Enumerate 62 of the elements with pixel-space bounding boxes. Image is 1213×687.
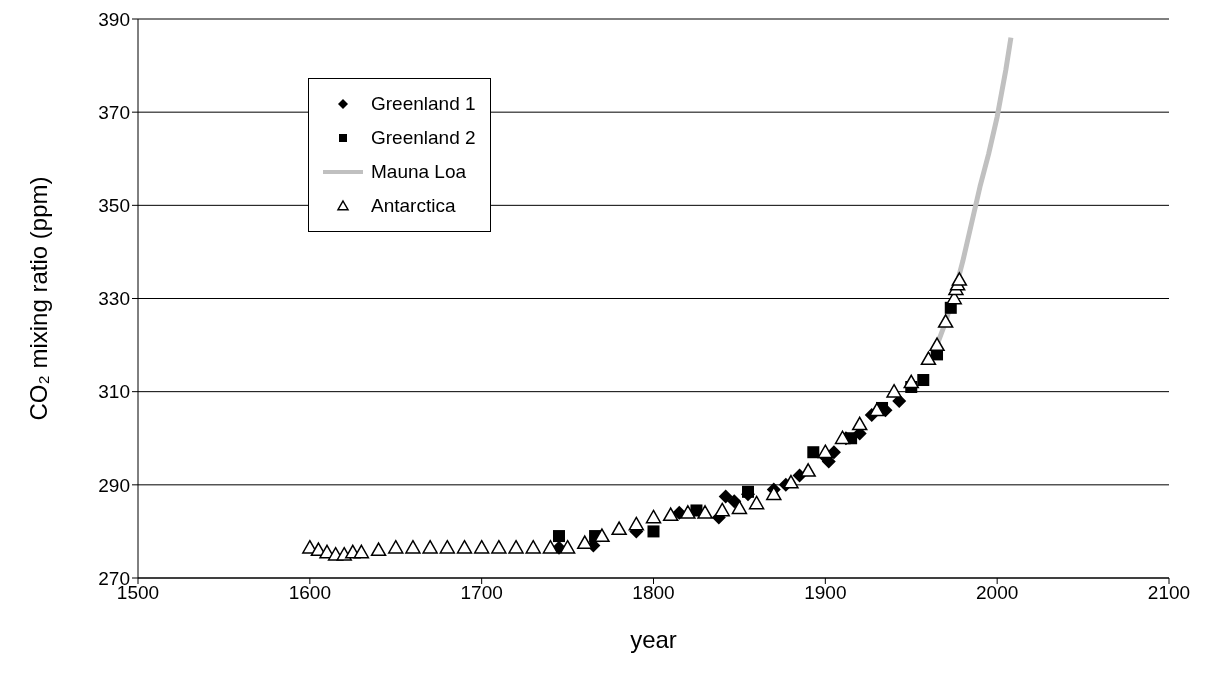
x-tick-label: 2000 bbox=[976, 582, 1019, 604]
point bbox=[748, 495, 765, 510]
point bbox=[491, 539, 507, 554]
point bbox=[647, 525, 660, 538]
legend-label: Antarctica bbox=[371, 195, 456, 217]
point bbox=[917, 374, 930, 387]
point bbox=[951, 272, 968, 286]
point bbox=[727, 494, 742, 509]
y-tick-label: 390 bbox=[98, 8, 130, 30]
y-axis-title: CO₂ mixing ratio (ppm) bbox=[24, 176, 52, 421]
x-tick-label: 1900 bbox=[804, 582, 847, 604]
point bbox=[807, 446, 820, 459]
legend-label: Greenland 2 bbox=[371, 127, 476, 149]
point bbox=[817, 444, 834, 459]
point bbox=[742, 485, 755, 498]
point bbox=[577, 535, 593, 550]
x-tick-label: 1700 bbox=[460, 582, 503, 604]
point bbox=[766, 486, 782, 501]
x-tick-label: 1800 bbox=[632, 582, 675, 604]
point bbox=[542, 539, 559, 554]
point bbox=[869, 402, 885, 417]
point bbox=[508, 539, 524, 554]
point bbox=[731, 500, 748, 515]
point bbox=[886, 383, 902, 398]
point bbox=[525, 539, 541, 554]
point bbox=[645, 509, 662, 524]
point bbox=[559, 539, 576, 554]
x-axis-title: year bbox=[630, 626, 677, 653]
point bbox=[929, 337, 945, 352]
point bbox=[628, 516, 645, 531]
x-tick-label: 1600 bbox=[288, 582, 331, 604]
point bbox=[834, 430, 851, 445]
point bbox=[611, 521, 627, 536]
point bbox=[718, 489, 733, 504]
point bbox=[680, 505, 696, 519]
point bbox=[903, 374, 919, 389]
point bbox=[456, 539, 473, 554]
y-tick-label: 370 bbox=[98, 101, 130, 123]
legend-label: Greenland 1 bbox=[371, 93, 476, 115]
point bbox=[800, 463, 816, 477]
legend-label: Mauna Loa bbox=[371, 161, 467, 183]
point bbox=[422, 539, 438, 554]
point bbox=[388, 539, 404, 554]
point bbox=[439, 539, 456, 554]
point bbox=[851, 416, 868, 431]
y-tick-label: 310 bbox=[98, 381, 130, 403]
point bbox=[552, 530, 565, 543]
point bbox=[353, 544, 370, 559]
point bbox=[920, 351, 937, 366]
y-tick-label: 290 bbox=[98, 474, 130, 496]
point bbox=[405, 539, 421, 554]
point bbox=[714, 502, 730, 517]
point bbox=[594, 528, 610, 543]
point bbox=[370, 542, 387, 557]
point bbox=[937, 314, 954, 328]
point bbox=[473, 539, 490, 554]
x-tick-label: 2100 bbox=[1147, 582, 1191, 604]
point bbox=[662, 507, 679, 522]
y-tick-label: 350 bbox=[98, 195, 130, 217]
point bbox=[783, 474, 799, 489]
point bbox=[697, 505, 713, 519]
y-tick-label: 330 bbox=[98, 288, 130, 310]
